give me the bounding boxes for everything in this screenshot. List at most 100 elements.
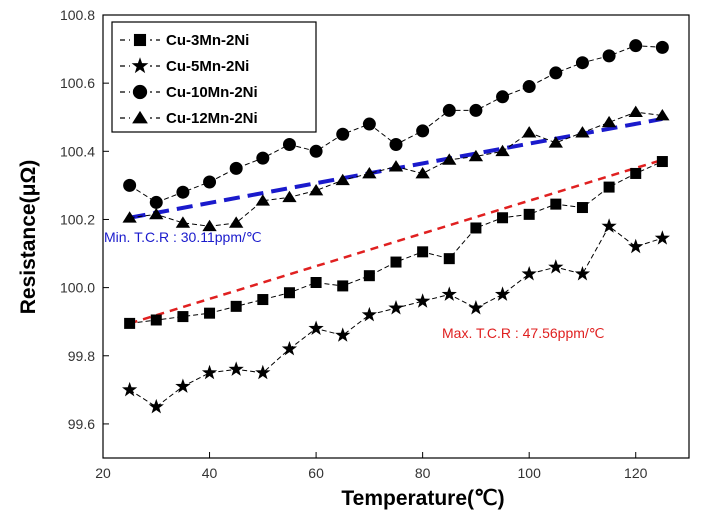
data-point xyxy=(175,216,191,228)
data-point xyxy=(522,80,536,94)
data-point xyxy=(388,300,404,315)
legend-marker xyxy=(132,84,148,100)
data-point xyxy=(628,105,643,117)
data-point xyxy=(362,166,377,179)
data-point xyxy=(281,340,298,356)
data-point xyxy=(122,211,137,223)
data-point xyxy=(468,149,484,162)
series-cu-10mn-2ni xyxy=(123,39,669,209)
data-point xyxy=(521,265,537,281)
data-point xyxy=(417,246,429,258)
y-tick-label: 100.0 xyxy=(60,280,95,296)
x-axis-title: Temperature(℃) xyxy=(341,487,504,510)
data-point xyxy=(655,109,670,121)
data-point xyxy=(442,153,457,165)
legend: Cu-3Mn-2Ni Cu-5Mn-2Ni Cu-10Mn-2Ni Cu-12Mn-2… xyxy=(111,21,317,133)
data-point xyxy=(175,378,191,393)
data-point xyxy=(576,202,588,214)
data-point xyxy=(494,286,511,301)
data-point xyxy=(603,181,615,193)
data-point xyxy=(336,127,350,141)
legend-entry: Cu-5Mn-2Ni xyxy=(120,57,249,75)
data-point xyxy=(149,207,164,220)
x-tick-label: 40 xyxy=(202,465,218,481)
data-point xyxy=(601,218,617,233)
data-point xyxy=(283,287,295,299)
x-tick-label: 20 xyxy=(95,465,111,481)
data-point xyxy=(629,39,643,53)
legend-marker xyxy=(131,57,149,74)
data-point xyxy=(229,216,244,228)
data-point xyxy=(204,307,216,319)
y-axis-title: Resistance(μΩ) xyxy=(17,160,40,315)
data-point xyxy=(495,144,510,157)
series-cu-3mn-2ni xyxy=(124,156,668,329)
x-tick-label: 80 xyxy=(415,465,431,481)
series-group xyxy=(122,39,670,414)
data-point xyxy=(230,300,242,312)
data-point xyxy=(256,151,270,165)
legend-label: Cu-5Mn-2Ni xyxy=(166,58,249,75)
legend-label: Cu-12Mn-2Ni xyxy=(166,110,258,127)
y-tick-label: 99.8 xyxy=(68,348,95,364)
data-point xyxy=(361,306,377,322)
data-point xyxy=(255,194,270,206)
data-point xyxy=(308,183,324,196)
y-tick-label: 100.8 xyxy=(60,7,95,23)
data-point xyxy=(656,156,668,168)
legend-marker xyxy=(132,110,148,124)
data-point xyxy=(335,173,350,186)
data-point xyxy=(443,253,455,265)
data-point xyxy=(468,300,484,315)
data-point xyxy=(363,270,375,282)
fit-line-max-tcr xyxy=(129,158,663,325)
data-point xyxy=(575,56,589,70)
data-point xyxy=(309,144,323,158)
data-point xyxy=(202,219,217,232)
data-point xyxy=(389,137,403,151)
legend-entry: Cu-10Mn-2Ni xyxy=(120,83,258,101)
legend-marker xyxy=(133,33,147,47)
x-tick-label: 100 xyxy=(518,465,542,481)
x-tick-label: 60 xyxy=(308,465,324,481)
data-point xyxy=(310,277,322,289)
data-point xyxy=(654,230,670,245)
annotation-max-tcr: Max. T.C.R : 47.56ppm/℃ xyxy=(442,325,605,341)
y-tick-label: 100.6 xyxy=(60,75,95,91)
data-point xyxy=(337,280,349,292)
data-point xyxy=(574,265,591,281)
data-point xyxy=(282,190,297,203)
data-point xyxy=(496,90,510,104)
data-point xyxy=(390,256,402,268)
data-point xyxy=(122,381,138,397)
data-point xyxy=(201,364,218,380)
data-point xyxy=(123,178,137,192)
data-point xyxy=(601,115,617,128)
data-point xyxy=(149,195,163,209)
data-point xyxy=(335,327,351,342)
y-tick-label: 100.2 xyxy=(60,211,95,227)
y-tick-label: 99.6 xyxy=(68,416,95,432)
data-point xyxy=(630,167,642,179)
data-point xyxy=(441,286,457,301)
data-point xyxy=(415,293,431,308)
data-point xyxy=(442,103,456,117)
legend-items: Cu-3Mn-2Ni Cu-5Mn-2Ni Cu-10Mn-2Ni Cu-12Mn-2… xyxy=(120,31,258,127)
data-point xyxy=(148,398,164,414)
legend-label: Cu-10Mn-2Ni xyxy=(166,84,258,101)
y-tick-label: 100.4 xyxy=(60,143,95,159)
data-point xyxy=(282,137,296,151)
data-point xyxy=(628,238,644,254)
data-point xyxy=(575,126,590,138)
data-point xyxy=(308,320,324,335)
data-point xyxy=(124,317,136,329)
axis-ticks: 20 40 60 80 100 120 99.6 99.8 100.0 100.2 100.4 100… xyxy=(60,7,648,481)
data-point xyxy=(416,124,430,138)
data-point xyxy=(523,208,535,220)
legend-entry: Cu-12Mn-2Ni xyxy=(120,109,258,127)
data-point xyxy=(548,136,563,148)
legend-entry: Cu-3Mn-2Ni xyxy=(120,31,249,49)
data-point xyxy=(469,103,483,117)
data-point xyxy=(522,126,537,138)
